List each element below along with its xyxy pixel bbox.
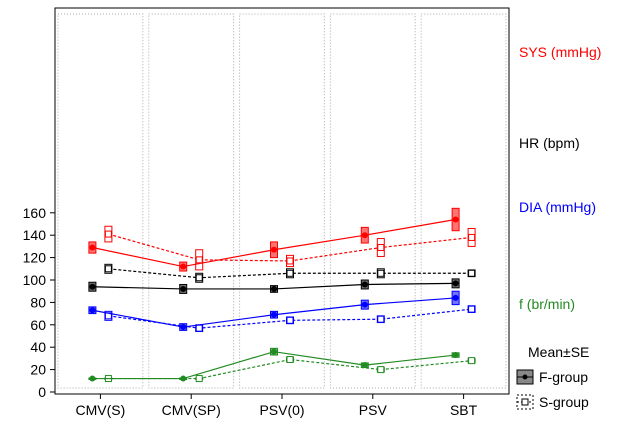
legend-s-group-marker [521,398,529,406]
category-panel [239,13,325,389]
measure-1-f-group-series [88,278,460,294]
plot-frame [54,7,510,395]
category-panel [57,13,144,389]
y-tick-label: 60 [30,317,46,333]
measure-1-f-group-point [180,285,187,292]
measure-0-f-group-point [452,216,459,223]
y-axis: 0 20 40 60 80 100 120 140 160 [23,205,55,400]
measure-2-f-group-point [180,324,187,331]
measure-2-f-group-point [361,301,368,308]
measure-2-s-group-point [195,324,203,332]
measure-2-s-group-point [377,315,385,323]
measure-3-s-group-point [286,356,294,364]
measure-0-f-group-point [180,263,187,270]
measure-3-s-group-point [468,357,476,365]
measure-1-f-group-point [271,285,277,292]
measure-1-f-group-point [361,281,368,288]
measure-3-s-group-point [377,366,385,374]
measure-1-s-group-point [286,269,294,277]
category-panel [329,13,416,389]
x-tick-label: PSV [359,402,388,418]
y-tick-label: 120 [23,250,47,266]
measure-3-f-group-line [92,351,456,380]
measure-1-s-group-point [377,269,385,277]
measure-0-f-group-point [271,246,277,253]
series-labels: SYS (mmHg) HR (bpm) DIA (mmHg) f (br/min) [519,44,601,312]
legend-title: Mean±SE [528,344,589,360]
measure-1-f-group-point [89,283,96,290]
measure-1-label: HR (bpm) [519,135,580,151]
legend-f-group-label: F-group [539,369,588,385]
measure-2-f-group-point [271,311,277,318]
measure-0-s-group-series [104,225,476,271]
measure-0-s-group-point [377,244,385,252]
y-tick-label: 80 [30,294,46,310]
measure-0-s-group-point [195,256,203,264]
measure-0-label: SYS (mmHg) [519,44,601,60]
x-tick-label: CMV(S) [76,402,126,418]
legend: Mean±SE F-group S-group [516,344,589,410]
x-tick-label: CMV(SP) [162,402,221,418]
measure-1-s-group-point [195,274,203,282]
measure-3-s-group-point [195,375,203,383]
x-tick-label: SBT [450,402,478,418]
measure-1-s-group-point [104,265,112,273]
measure-3-f-group-point [361,362,368,369]
measure-0-f-group-series [88,207,460,272]
measure-3-f-group-point [89,375,96,382]
legend-s-group-label: S-group [539,394,589,410]
measure-2-f-group-point [452,294,459,301]
measure-2-s-group-point [286,316,294,324]
measure-0-s-group-point [104,230,112,238]
series-layer [88,207,476,383]
measure-3-s-group-series [104,356,476,383]
y-tick-label: 40 [30,339,46,355]
measure-3-f-group-point [452,352,459,359]
measure-2-label: DIA (mmHg) [519,199,596,215]
measure-3-label: f (br/min) [519,296,575,312]
y-tick-label: 160 [23,205,47,221]
category-panel [148,13,235,389]
measure-0-s-group-point [286,257,294,265]
measure-0-f-group-point [89,244,96,251]
measure-3-f-group-point [180,375,187,382]
y-tick-label: 0 [38,384,46,400]
category-panels [57,13,507,389]
measure-2-f-group-point [89,307,96,314]
category-panel [420,13,507,389]
measure-3-f-group-series [88,347,460,382]
measure-1-s-group-series [104,263,476,283]
measure-2-s-group-series [104,305,476,333]
x-tick-label: PSV(0) [259,402,304,418]
measure-0-s-group-point [468,233,476,241]
measure-2-s-group-point [468,305,476,313]
measure-0-f-group-point [361,232,368,239]
measure-1-s-group-point [468,269,476,277]
y-tick-label: 20 [30,362,46,378]
y-tick-label: 140 [23,227,47,243]
legend-f-group-marker [522,374,528,380]
x-axis: CMV(S) CMV(SP) PSV(0) PSV SBT [76,394,478,418]
measure-3-f-group-point [271,348,277,355]
measure-1-f-group-point [452,280,459,287]
measure-2-f-group-series [88,290,460,331]
y-tick-label: 100 [23,272,47,288]
